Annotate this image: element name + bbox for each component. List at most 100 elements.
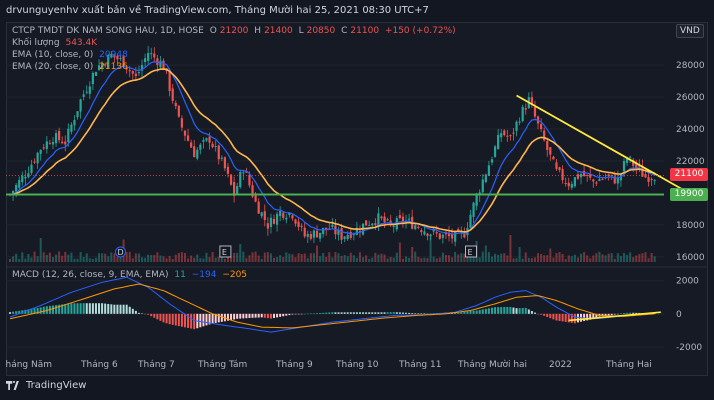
macd-histogram-bar <box>487 308 490 314</box>
candle-body <box>518 121 521 123</box>
candle-body <box>543 130 546 141</box>
candle-body <box>487 165 491 176</box>
volume-bar <box>116 257 119 262</box>
volume-bar <box>613 258 616 262</box>
volume-bar <box>530 258 533 262</box>
volume-bar <box>159 255 162 262</box>
volume-bar <box>405 256 408 262</box>
candlestick-chart[interactable]: 28000 26000 24000 22000 18000 16000 2000 0 -2000… <box>6 22 708 376</box>
volume-bar <box>27 253 30 262</box>
macd-histogram-bar <box>70 303 73 314</box>
macd-histogram-bar <box>328 312 331 314</box>
volume-bar <box>101 253 104 262</box>
candle-body <box>435 232 438 234</box>
macd-histogram-bar <box>512 307 515 314</box>
candle-body <box>374 223 377 225</box>
x-tick-label: Tháng Hai <box>605 360 652 370</box>
macd-histogram-bar <box>383 312 386 314</box>
candle-body <box>190 142 193 148</box>
volume-bar <box>524 252 527 262</box>
macd-histogram-bar <box>377 312 380 314</box>
macd-histogram-bar <box>85 303 88 314</box>
macd-histogram-bar <box>420 313 423 314</box>
macd-histogram-bar <box>343 312 346 314</box>
macd-histogram-bar <box>475 310 478 314</box>
candle-body <box>625 158 629 163</box>
macd-histogram-bar <box>294 313 297 315</box>
candle-body <box>414 225 417 230</box>
candle-body <box>533 106 537 117</box>
volume-bar <box>217 256 220 262</box>
tradingview-logo-icon <box>6 381 19 390</box>
x-tick-label: 2022 <box>549 360 572 370</box>
volume-label: Khối lượng <box>12 38 60 48</box>
volume-bar <box>12 256 15 262</box>
support-price-tag: 19900 <box>670 188 708 201</box>
volume-bar <box>236 252 239 262</box>
candle-body <box>607 174 610 177</box>
macd-histogram-bar <box>398 312 401 314</box>
volume-bar <box>429 235 432 262</box>
volume-bar <box>269 253 272 262</box>
volume-bar <box>490 256 493 262</box>
macd-histogram-bar <box>242 313 245 319</box>
candle-body <box>223 157 226 169</box>
macd-histogram-bar <box>288 313 291 316</box>
volume-bar <box>503 253 506 262</box>
candle-body <box>107 54 110 68</box>
candle-body <box>143 58 147 63</box>
candle-body <box>233 182 236 196</box>
x-tick-label: Tháng 6 <box>80 360 118 370</box>
volume-bar <box>454 251 457 262</box>
volume-bar <box>555 253 558 262</box>
volume-bar <box>82 257 85 262</box>
publish-header: drvunguyenhv xuất bản về TradingView.com… <box>0 0 714 22</box>
price-tick-label: 18000 <box>676 221 705 231</box>
volume-bar <box>156 252 159 262</box>
macd-histogram-bar <box>180 313 183 327</box>
candle-body <box>454 232 457 242</box>
macd-histogram-bar <box>107 303 110 314</box>
volume-bar <box>435 258 438 262</box>
volume-bar <box>380 253 383 262</box>
macd-histogram-bar <box>233 313 236 320</box>
macd-histogram-bar <box>297 313 300 315</box>
volume-bar <box>580 253 583 262</box>
volume-bar <box>374 252 377 262</box>
macd-histogram-bar <box>199 313 202 328</box>
ema10-legend: EMA (10, close, 0) 20948 <box>12 50 131 61</box>
volume-bar <box>395 252 398 262</box>
footer-brand[interactable]: TradingView <box>6 380 86 391</box>
price-tick-label: 16000 <box>676 253 705 263</box>
candle-body <box>193 146 196 158</box>
volume-bar <box>632 257 635 262</box>
candle-body <box>512 132 515 134</box>
volume-bar <box>273 257 276 262</box>
macd-histogram-bar <box>457 312 460 314</box>
signal-line <box>9 283 655 329</box>
volume-bar <box>180 252 183 262</box>
volume-bar <box>248 255 251 262</box>
candle-body <box>401 216 405 222</box>
volume-bar <box>153 254 156 262</box>
volume-bar <box>451 257 454 262</box>
macd-histogram-bar <box>36 307 39 314</box>
volume-bar <box>279 255 282 262</box>
candle-body <box>128 70 131 72</box>
macd-histogram-bar <box>171 313 174 325</box>
candle-body <box>616 177 619 184</box>
brand-name: TradingView <box>26 380 87 391</box>
macd-histogram-bar <box>469 310 472 314</box>
currency-badge[interactable]: VND <box>676 24 704 38</box>
volume-bar <box>291 254 294 262</box>
volume-bar <box>349 252 352 262</box>
candle-body <box>368 225 371 227</box>
volume-bar <box>294 257 297 262</box>
candle-body <box>570 183 573 188</box>
macd-histogram-bar <box>254 313 257 318</box>
candle-body <box>650 178 653 180</box>
volume-bar <box>494 253 497 262</box>
volume-bar <box>187 258 190 262</box>
candle-body <box>76 111 79 118</box>
volume-bar <box>426 258 429 262</box>
